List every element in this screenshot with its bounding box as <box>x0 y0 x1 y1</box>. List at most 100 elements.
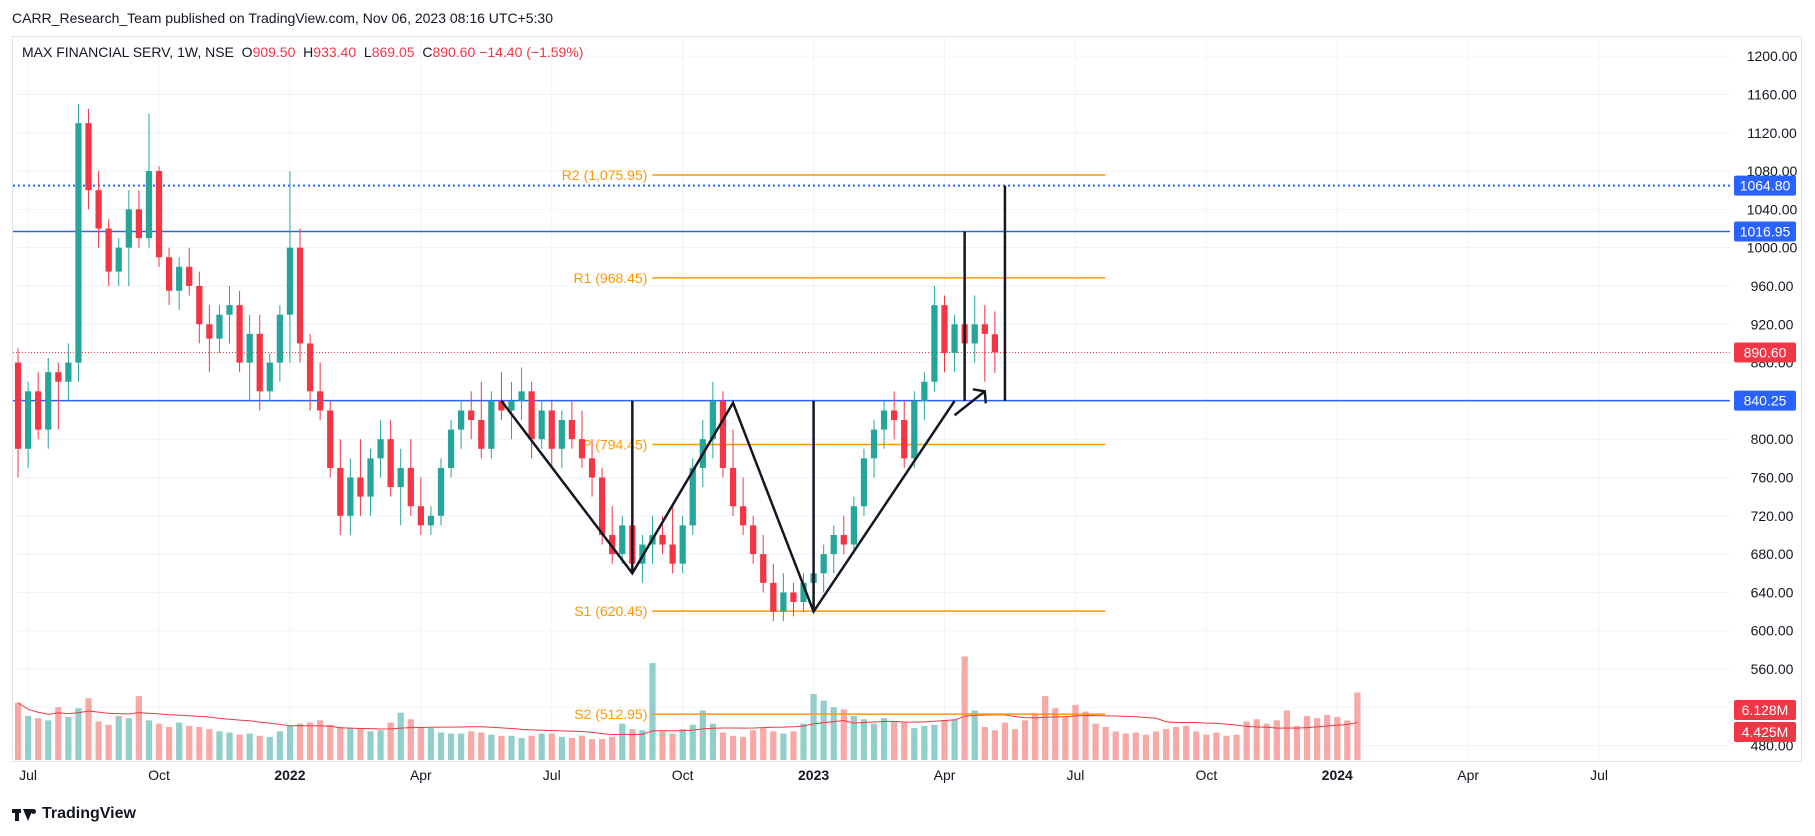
volume-bar <box>760 728 767 760</box>
pivot-label: S1 (620.45) <box>574 603 647 619</box>
volume-bar <box>780 733 787 760</box>
volume-bar <box>669 733 676 760</box>
x-tick-label: Jul <box>19 767 37 783</box>
volume-bar <box>931 724 938 760</box>
high-value: 933.40 <box>313 44 357 60</box>
trendline-drawings <box>500 185 1007 615</box>
arrow-line <box>953 390 986 417</box>
volume-bar <box>105 724 112 760</box>
volume-bar <box>1213 732 1220 760</box>
volume-bar <box>619 723 626 760</box>
x-tick-label: Oct <box>672 767 694 783</box>
volume-bar <box>901 722 908 760</box>
volume-bar <box>327 724 334 760</box>
volume-bar <box>588 739 596 760</box>
candle-body <box>377 439 384 459</box>
candle-body <box>870 429 878 459</box>
volume-bar <box>488 734 495 760</box>
candle-body <box>659 534 666 545</box>
publisher-line: CARR_Research_Team published on TradingV… <box>12 10 553 26</box>
volume-bar <box>145 720 153 760</box>
candle-body <box>478 420 485 449</box>
volume-bar <box>1283 710 1291 760</box>
candle-body <box>619 525 626 555</box>
candle-body <box>750 525 757 555</box>
volume-bar <box>246 733 253 760</box>
y-tick-label: 760.00 <box>1751 470 1794 486</box>
volume-bar <box>1052 708 1059 760</box>
volume-bar <box>709 723 717 760</box>
y-tick-label: 640.00 <box>1751 584 1794 600</box>
volume-bar <box>155 723 163 760</box>
candle-body <box>931 305 938 382</box>
candle-body <box>206 324 213 339</box>
candle-body <box>135 209 143 239</box>
candle-body <box>196 285 203 325</box>
y-tick-label: 1000.00 <box>1747 240 1798 256</box>
volume-bar <box>830 707 837 760</box>
x-tick-label: 2022 <box>274 767 305 783</box>
candle-body <box>679 525 686 564</box>
candle-body <box>588 458 596 478</box>
candle-body <box>226 305 233 315</box>
time-axis: Jul Oct 2022 Apr Jul Oct 2023 Apr Jul Oct 2024 Apr J… <box>19 767 1608 783</box>
volume-bar <box>35 718 42 760</box>
candle-body <box>256 333 263 392</box>
arrow-head <box>972 388 988 404</box>
volume-bar <box>95 721 102 760</box>
y-tick-label: 720.00 <box>1751 508 1794 524</box>
x-tick-label: Jul <box>1590 767 1608 783</box>
candle-body <box>327 410 334 468</box>
volume-bar <box>196 726 203 760</box>
price-axis-labels: 1016.95 840.25 1064.80 890.60 6.128M 4.425M <box>1734 175 1796 742</box>
volume-bar <box>679 729 686 760</box>
pivot-label: S2 (512.95) <box>574 706 647 722</box>
candle-body <box>830 534 837 555</box>
candle-body <box>105 228 112 272</box>
volume-bar <box>75 708 82 760</box>
change-value: −14.40 (−1.59%) <box>479 44 584 60</box>
volume-bar <box>24 715 32 760</box>
volume-bar <box>558 736 565 760</box>
volume-bar <box>770 731 777 760</box>
volume-bar <box>1273 720 1280 760</box>
volume-bar <box>699 710 706 760</box>
volume-bar <box>568 737 576 760</box>
chart-frame <box>12 36 1802 762</box>
volume-bar <box>216 731 223 760</box>
tradingview-brand[interactable]: TradingView <box>12 805 136 823</box>
candle-body <box>568 420 576 440</box>
volume-bar <box>296 723 304 760</box>
volume-bar <box>447 733 455 760</box>
price-label: 840.25 <box>1744 393 1787 409</box>
volume-bar <box>880 718 888 760</box>
volume-bar <box>286 725 294 760</box>
candle-body <box>337 467 344 516</box>
candle-body <box>790 592 797 602</box>
volume-bar <box>306 722 314 760</box>
candle-body <box>669 544 676 564</box>
volume-bar <box>437 732 445 760</box>
volume-bar <box>417 726 424 760</box>
candle-body <box>498 400 505 411</box>
volume-bar <box>206 729 213 760</box>
candle-body <box>891 410 898 421</box>
volume-bar <box>1062 717 1069 760</box>
close-value: 890.60 <box>432 44 476 60</box>
volume-bar <box>85 698 92 760</box>
close-label: C <box>422 44 433 60</box>
price-label-bg <box>1734 221 1796 242</box>
brand-name: TradingView <box>42 805 136 822</box>
candle-body <box>55 372 62 382</box>
candle-body <box>508 400 515 411</box>
volume-bar <box>1092 723 1099 760</box>
volume-bar <box>1203 734 1210 760</box>
volume-bar <box>266 736 273 760</box>
volume-bar <box>337 726 344 760</box>
y-tick-label: 1160.00 <box>1747 86 1797 102</box>
volume-ma <box>17 702 1358 736</box>
y-tick-label: 600.00 <box>1751 623 1794 639</box>
candle-body <box>760 554 767 583</box>
candle-body <box>296 247 304 344</box>
